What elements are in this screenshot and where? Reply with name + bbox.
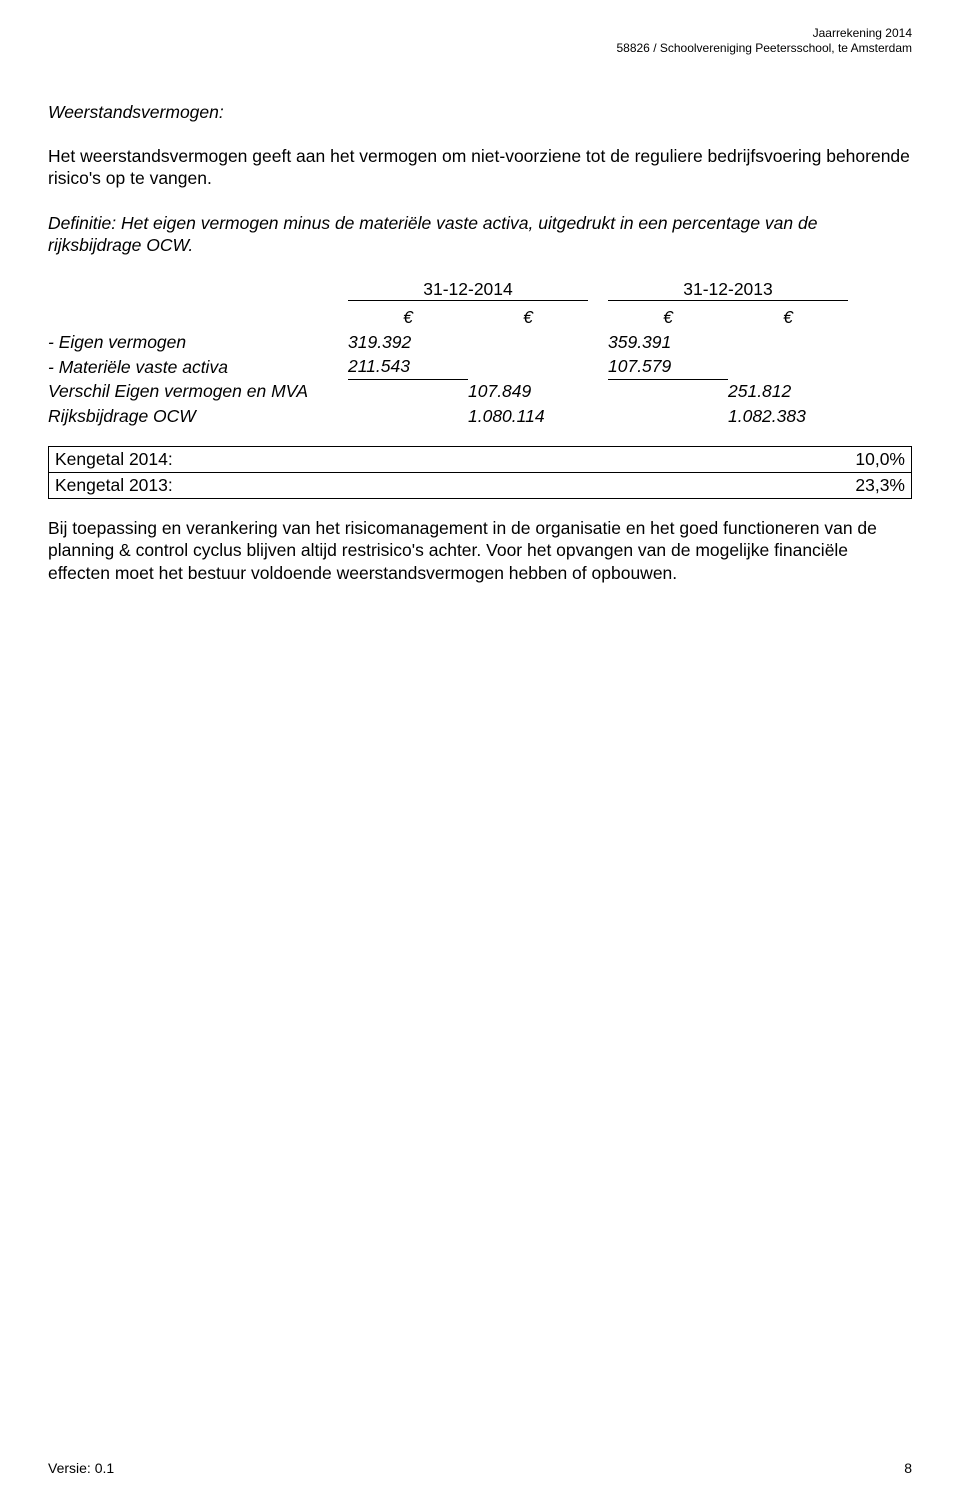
row-val: 107.849 xyxy=(468,379,588,404)
row-val: 319.392 xyxy=(348,330,468,355)
euro-4: € xyxy=(728,300,848,330)
intro-paragraph: Het weerstandsvermogen geeft aan het ver… xyxy=(48,145,912,190)
kengetal-label: Kengetal 2013: xyxy=(49,473,780,499)
row-val xyxy=(468,330,588,355)
date-col-2: 31-12-2013 xyxy=(608,279,848,301)
euro-2: € xyxy=(468,300,588,330)
section-title: Weerstandsvermogen: xyxy=(48,102,912,123)
table-row: - Eigen vermogen 319.392 359.391 xyxy=(48,330,912,355)
closing-paragraph: Bij toepassing en verankering van het ri… xyxy=(48,517,912,584)
header-line-1: Jaarrekening 2014 xyxy=(616,26,912,41)
table-row: Rijksbijdrage OCW 1.080.114 1.082.383 xyxy=(48,404,912,429)
footer-page-number: 8 xyxy=(904,1460,912,1476)
table-row: Verschil Eigen vermogen en MVA 107.849 2… xyxy=(48,379,912,404)
date-col-1: 31-12-2014 xyxy=(348,279,588,301)
financial-table: 31-12-2014 31-12-2013 € € € € - Eigen ve… xyxy=(48,279,912,429)
row-val: 359.391 xyxy=(608,330,728,355)
row-label: - Eigen vermogen xyxy=(48,330,348,355)
row-label: Rijksbijdrage OCW xyxy=(48,404,348,429)
row-val xyxy=(728,354,848,379)
kengetal-value: 23,3% xyxy=(779,473,912,499)
date-header-row: 31-12-2014 31-12-2013 xyxy=(48,279,912,301)
row-val xyxy=(348,404,468,429)
page-container: Jaarrekening 2014 58826 / Schoolverenigi… xyxy=(0,0,960,1508)
row-label: - Materiële vaste activa xyxy=(48,354,348,379)
row-val: 1.082.383 xyxy=(728,404,848,429)
kengetal-value: 10,0% xyxy=(779,447,912,473)
kengetal-table: Kengetal 2014: 10,0% Kengetal 2013: 23,3… xyxy=(48,446,912,499)
page-header: Jaarrekening 2014 58826 / Schoolverenigi… xyxy=(616,26,912,56)
row-val: 211.543 xyxy=(348,354,468,379)
row-val: 107.579 xyxy=(608,354,728,379)
row-val xyxy=(728,330,848,355)
footer-version: Versie: 0.1 xyxy=(48,1460,114,1476)
definition-paragraph: Definitie: Het eigen vermogen minus de m… xyxy=(48,212,912,257)
header-line-2: 58826 / Schoolvereniging Peetersschool, … xyxy=(616,41,912,56)
table-row: - Materiële vaste activa 211.543 107.579 xyxy=(48,354,912,379)
row-val xyxy=(468,354,588,379)
euro-3: € xyxy=(608,300,728,330)
kengetal-label: Kengetal 2014: xyxy=(49,447,780,473)
row-val: 1.080.114 xyxy=(468,404,588,429)
kengetal-row: Kengetal 2014: 10,0% xyxy=(49,447,912,473)
euro-1: € xyxy=(348,300,468,330)
kengetal-row: Kengetal 2013: 23,3% xyxy=(49,473,912,499)
row-label: Verschil Eigen vermogen en MVA xyxy=(48,379,348,404)
row-val xyxy=(608,379,728,404)
currency-row: € € € € xyxy=(48,300,912,330)
row-val xyxy=(608,404,728,429)
row-val: 251.812 xyxy=(728,379,848,404)
row-val xyxy=(348,379,468,404)
page-footer: Versie: 0.1 8 xyxy=(48,1460,912,1476)
